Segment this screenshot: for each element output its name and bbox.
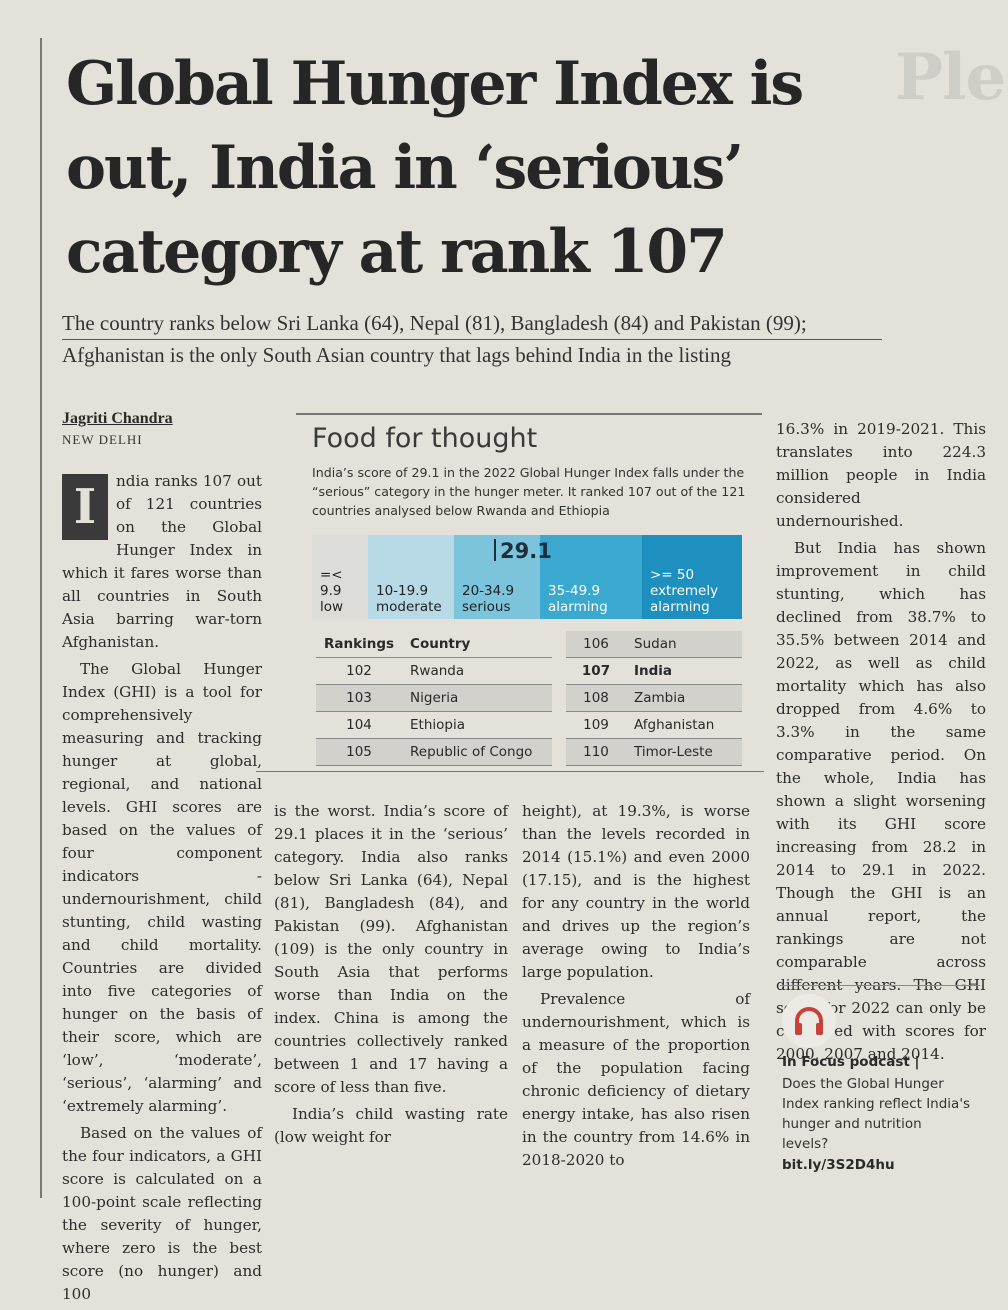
paragraph-text: ndia ranks 107 out of 121 countries on t… [62,472,262,651]
column-rule [40,38,42,1198]
infographic-top-rule [296,413,762,415]
segment-range: 20-34.9 [462,583,515,599]
table-row: 110 Timor-Leste [566,738,742,766]
rank-cell: 108 [566,684,626,712]
infographic-description: India’s score of 29.1 in the 2022 Global… [312,465,746,518]
rank-cell: 106 [566,631,626,658]
rank-cell: 109 [566,711,626,739]
table-row: 108 Zambia [566,684,742,712]
segment-range: =< 9.9 [320,567,343,599]
meter-segment-serious: 20-34.9 serious [454,535,540,619]
deck-line-2: Afghanistan is the only South Asian coun… [62,343,732,367]
table-header-row: Rankings Country [316,631,552,658]
podcast-description: Does the Global Hunger Index ranking ref… [782,1076,971,1152]
meter-segment-moderate: 10-19.9 moderate [368,535,454,619]
column-header: Rankings [316,631,403,658]
article-paragraph: is the worst. India’s score of 29.1 plac… [274,802,508,1096]
score-value: 29.1 [500,539,552,563]
headphones-icon [782,994,836,1048]
rank-cell: 110 [566,738,626,766]
segment-name: alarming [548,599,608,615]
meter-segment-alarming: 35-49.9 alarming [540,535,642,619]
article-paragraph: The Global Hunger Index (GHI) is a tool … [62,660,262,1115]
segment-label: 35-49.9 alarming [548,583,608,615]
newspaper-page: Plea Global Hunger Index is out, India i… [40,38,1008,1303]
article-column-3: height), at 19.3%, is worse than the lev… [522,800,750,1176]
meter-segment-low: =< 9.9 low [312,535,368,619]
infographic-bottom-rule [256,771,764,772]
table-row-highlight: 107 India [566,657,742,685]
segment-name: serious [462,599,511,615]
segment-name: low [320,599,344,615]
country-cell: India [626,657,742,685]
country-cell: Nigeria [402,684,552,712]
dateline: NEW DELHI [62,432,143,447]
marker-line [494,539,496,561]
rank-cell: 105 [316,738,403,766]
table-row: 103 Nigeria [316,684,552,712]
deck: The country ranks below Sri Lanka (64), … [62,310,882,368]
segment-label: =< 9.9 low [320,567,368,615]
byline: Jagriti Chandra NEW DELHI [62,410,173,448]
author-name: Jagriti Chandra [62,410,173,427]
rankings-table-left: Rankings Country 102 Rwanda 103 Nigeria 10… [316,631,552,766]
country-cell: Sudan [626,631,742,658]
article-column-4: 16.3% in 2019-2021. This translates into… [776,418,986,1070]
infographic: Food for thought India’s score of 29.1 i… [256,413,764,773]
segment-range: 35-49.9 [548,583,601,599]
meter-segment-extremely-alarming: >= 50 extremely alarming [642,535,742,619]
segment-range: 10-19.9 [376,583,429,599]
article-paragraph: Prevalence of undernourishment, which is… [522,990,750,1169]
hunger-meter: =< 9.9 low 10-19.9 moderate 20-34.9 serious… [312,535,756,619]
article-column-2: is the worst. India’s score of 29.1 plac… [274,800,508,1153]
score-marker: 29.1 [494,539,552,563]
country-cell: Rwanda [402,657,552,685]
podcast-promo[interactable]: In Focus podcast | Does the Global Hunge… [776,985,986,1173]
article-paragraph: 16.3% in 2019-2021. This translates into… [776,420,986,530]
rank-cell: 104 [316,711,403,739]
article-paragraph: Based on the values of the four indicato… [62,1124,262,1303]
headline: Global Hunger Index is out, India in ‘se… [66,49,804,287]
column-header: Country [402,631,552,658]
adjacent-page-headline: Plea [895,40,1008,115]
article-paragraph: height), at 19.3%, is worse than the lev… [522,802,750,981]
country-cell: Afghanistan [626,711,742,739]
segment-name: extremely alarming [650,583,719,615]
segment-label: >= 50 extremely alarming [650,567,742,615]
rankings-table-right: 106 Sudan 107 India 108 Zambia 109 Afghanist… [566,631,742,766]
podcast-divider [780,985,980,986]
rank-cell: 107 [566,657,626,685]
country-cell: Ethiopia [402,711,552,739]
deck-line-1: The country ranks below Sri Lanka (64), … [62,310,882,340]
table-row: 105 Republic of Congo [316,738,552,766]
drop-cap: I [62,474,108,540]
segment-name: moderate [376,599,442,615]
podcast-title: In Focus podcast | [782,1054,920,1070]
country-cell: Zambia [626,684,742,712]
table-row: 104 Ethiopia [316,711,552,739]
table-row: 109 Afghanistan [566,711,742,739]
infographic-title: Food for thought [312,423,538,454]
article-paragraph: But India has shown improvement in child… [776,539,986,1063]
country-cell: Republic of Congo [402,738,552,766]
rank-cell: 103 [316,684,403,712]
segment-label: 20-34.9 serious [462,583,514,615]
podcast-link[interactable]: bit.ly/3S2D4hu [782,1157,895,1173]
segment-range: >= 50 [650,567,695,583]
country-cell: Timor-Leste [626,738,742,766]
table-row: 102 Rwanda [316,657,552,685]
segment-label: 10-19.9 moderate [376,583,442,615]
rank-cell: 102 [316,657,403,685]
headphones-graphic [795,1007,823,1035]
article-paragraph: India’s child wasting rate (low weight f… [274,1105,508,1146]
table-row: 106 Sudan [566,631,742,658]
